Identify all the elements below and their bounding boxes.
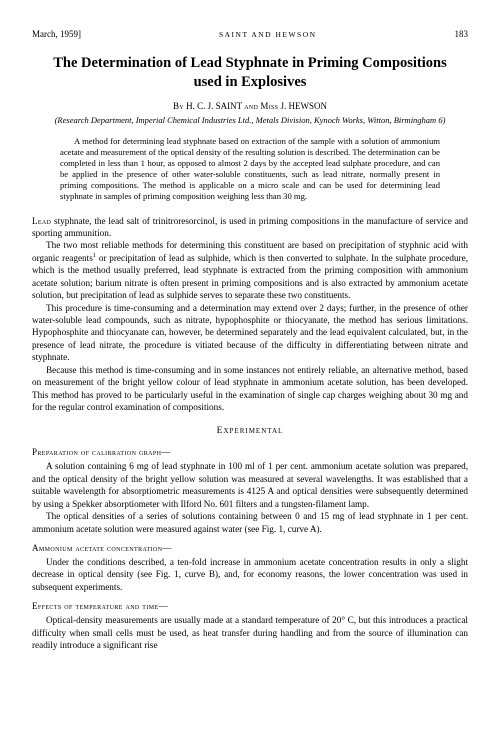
header-date: March, 1959] — [32, 28, 81, 40]
temp-time-p1: Optical-density measurements are usually… — [32, 614, 468, 651]
experimental-heading: Experimental — [32, 425, 468, 438]
paragraph-4: Because this method is time-consuming an… — [32, 364, 468, 414]
affiliation: (Research Department, Imperial Chemical … — [32, 115, 468, 126]
body-text: Lead styphnate, the lead salt of trinitr… — [32, 215, 468, 414]
paragraph-2b: or precipitation of lead as sulphide, wh… — [32, 253, 468, 300]
header-running-head: SAINT AND HEWSON — [219, 30, 317, 40]
running-header: March, 1959] SAINT AND HEWSON 183 — [32, 28, 468, 40]
author-2: J. HEWSON — [281, 101, 328, 111]
author-2-prefix: Miss — [260, 101, 278, 111]
article-title: The Determination of Lead Styphnate in P… — [32, 54, 468, 92]
paragraph-1-rest: styphnate, the lead salt of trinitroreso… — [32, 216, 468, 238]
calibration-p2: The optical densities of a series of sol… — [32, 510, 468, 535]
ammonium-acetate-heading: Ammonium acetate concentration— — [32, 542, 468, 554]
ammonium-acetate-p1: Under the conditions described, a ten-fo… — [32, 556, 468, 593]
calibration-body: A solution containing 6 mg of lead styph… — [32, 460, 468, 535]
byline: By H. C. J. SAINT and Miss J. HEWSON — [32, 100, 468, 112]
author-1: H. C. J. SAINT — [186, 101, 242, 111]
byline-and: and — [244, 101, 258, 111]
lead-word: Lead — [32, 216, 51, 226]
paragraph-1: Lead styphnate, the lead salt of trinitr… — [32, 215, 468, 240]
calibration-heading: Preparation of calibration graph— — [32, 446, 468, 458]
abstract: A method for determining lead styphnate … — [32, 136, 468, 203]
ammonium-acetate-body: Under the conditions described, a ten-fo… — [32, 556, 468, 593]
paragraph-2: The two most reliable methods for determ… — [32, 239, 468, 301]
abstract-text: A method for determining lead styphnate … — [60, 136, 440, 203]
temp-time-body: Optical-density measurements are usually… — [32, 614, 468, 651]
temp-time-heading: Effects of temperature and time— — [32, 600, 468, 612]
header-page-number: 183 — [455, 28, 469, 40]
paragraph-3: This procedure is time-consuming and a d… — [32, 302, 468, 364]
byline-by: By — [173, 101, 184, 111]
calibration-p1: A solution containing 6 mg of lead styph… — [32, 460, 468, 510]
